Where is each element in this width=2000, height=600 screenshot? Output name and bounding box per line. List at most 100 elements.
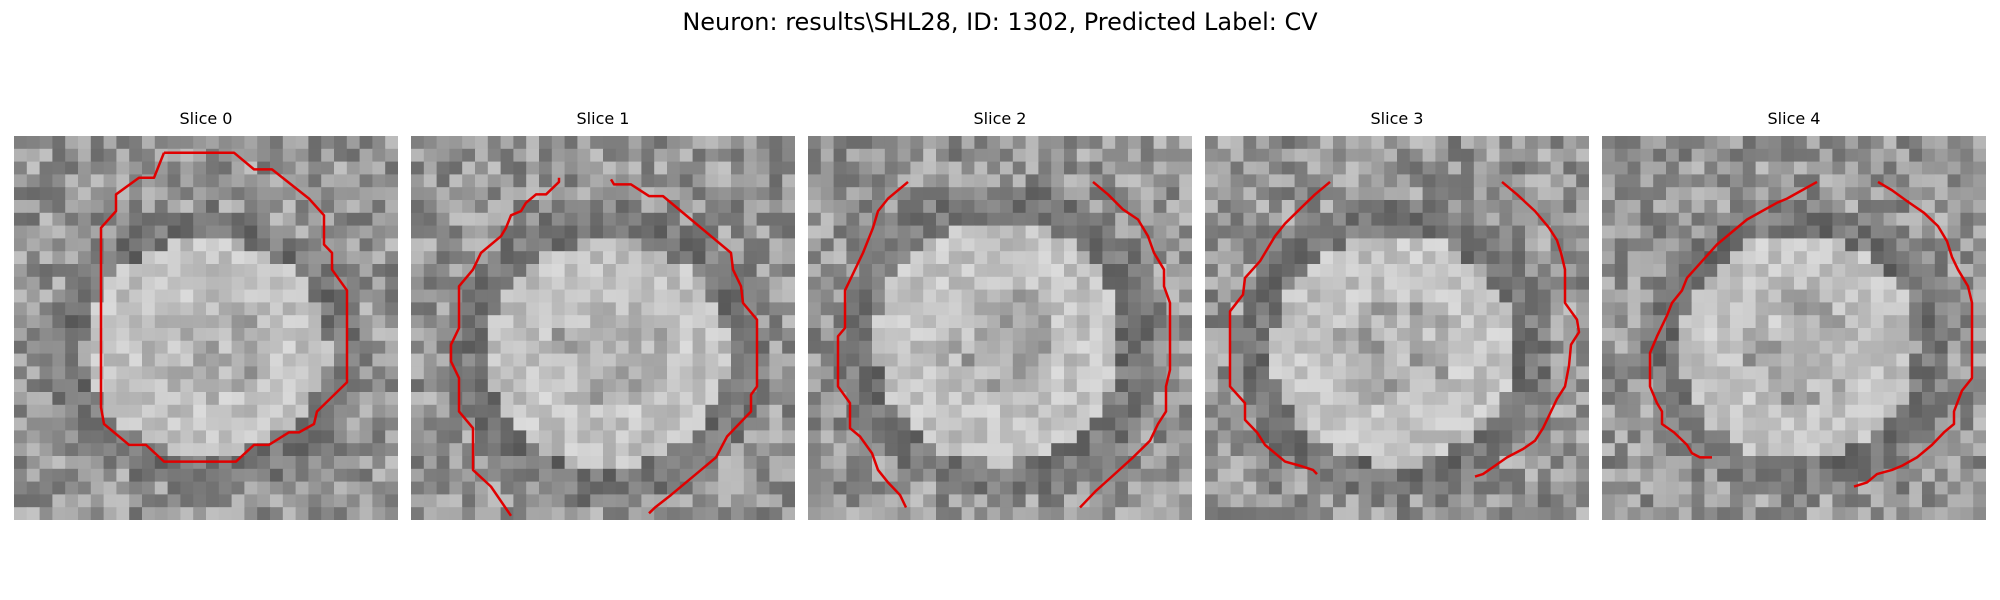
image-pixel <box>923 404 937 419</box>
image-pixel <box>1742 353 1757 367</box>
image-pixel <box>270 430 284 444</box>
image-pixel <box>129 289 143 303</box>
image-pixel <box>116 315 130 329</box>
image-pixel <box>1473 328 1488 342</box>
image-pixel <box>1909 161 1923 175</box>
image-pixel <box>1755 315 1769 329</box>
image-pixel <box>1909 392 1923 406</box>
image-pixel <box>590 302 604 316</box>
image-pixel <box>346 264 361 278</box>
image-pixel <box>321 392 335 406</box>
image-pixel <box>808 187 822 201</box>
image-pixel <box>26 494 41 508</box>
image-pixel <box>1179 481 1192 495</box>
image-pixel <box>1166 276 1180 291</box>
image-pixel <box>1358 353 1372 367</box>
image-pixel <box>1973 494 1986 508</box>
image-pixel <box>692 200 706 214</box>
image-pixel <box>897 328 911 342</box>
image-pixel <box>1602 481 1616 495</box>
image-pixel <box>718 328 732 342</box>
image-pixel <box>1076 494 1091 508</box>
image-pixel <box>103 289 117 303</box>
image-pixel <box>551 340 566 355</box>
image-pixel <box>1973 136 1986 150</box>
image-pixel <box>1128 276 1142 291</box>
image-pixel <box>1025 136 1039 150</box>
image-pixel <box>359 340 373 355</box>
image-pixel <box>346 353 361 367</box>
image-pixel <box>1525 507 1539 520</box>
image-pixel <box>1153 328 1167 342</box>
image-pixel <box>1550 136 1564 150</box>
image-pixel <box>974 366 988 380</box>
image-pixel <box>884 328 899 342</box>
image-pixel <box>129 366 143 380</box>
image-pixel <box>1435 264 1449 278</box>
image-pixel <box>231 276 245 291</box>
image-pixel <box>1294 494 1308 508</box>
image-pixel <box>52 456 66 470</box>
image-pixel <box>1051 212 1065 227</box>
image-pixel <box>859 443 873 457</box>
image-pixel <box>718 417 732 431</box>
image-pixel <box>948 161 963 175</box>
image-pixel <box>1883 430 1897 444</box>
image-pixel <box>282 481 297 495</box>
image-pixel <box>1781 302 1795 316</box>
image-pixel <box>731 481 745 495</box>
image-pixel <box>1717 200 1731 214</box>
image-pixel <box>154 289 169 303</box>
image-pixel <box>1000 494 1014 508</box>
image-pixel <box>167 302 181 316</box>
image-pixel <box>1537 187 1552 201</box>
image-pixel <box>654 468 668 483</box>
image-pixel <box>1819 366 1833 380</box>
image-pixel <box>1371 392 1385 406</box>
image-pixel <box>78 212 92 227</box>
image-pixel <box>910 456 924 470</box>
image-pixel <box>1128 417 1142 431</box>
image-pixel <box>1102 507 1116 520</box>
image-pixel <box>487 200 502 214</box>
image-pixel <box>1281 315 1296 329</box>
image-pixel <box>1128 494 1142 508</box>
image-pixel <box>167 430 181 444</box>
image-pixel <box>1934 174 1949 188</box>
image-pixel <box>1819 289 1833 303</box>
image-pixel <box>167 161 181 175</box>
image-pixel <box>26 264 41 278</box>
image-pixel <box>1704 443 1718 457</box>
image-pixel <box>1755 340 1769 355</box>
image-pixel <box>1269 136 1283 150</box>
image-pixel <box>1640 200 1654 214</box>
image-pixel <box>1550 161 1564 175</box>
image-pixel <box>346 302 361 316</box>
image-pixel <box>1768 161 1782 175</box>
image-pixel <box>564 328 578 342</box>
image-pixel <box>1627 468 1641 483</box>
image-pixel <box>884 136 899 150</box>
image-pixel <box>961 251 975 265</box>
image-pixel <box>987 161 1001 175</box>
image-pixel <box>1000 212 1014 227</box>
image-pixel <box>1550 174 1564 188</box>
image-pixel <box>1870 212 1885 227</box>
image-pixel <box>1717 212 1731 227</box>
image-pixel <box>1281 148 1296 163</box>
image-pixel <box>641 161 655 175</box>
image-pixel <box>1256 468 1270 483</box>
image-pixel <box>244 315 258 329</box>
image-pixel <box>1115 417 1129 431</box>
image-pixel <box>385 494 398 508</box>
image-pixel <box>1294 366 1308 380</box>
image-pixel <box>270 264 284 278</box>
image-pixel <box>1397 264 1411 278</box>
image-pixel <box>833 443 847 457</box>
image-pixel <box>1730 417 1744 431</box>
image-pixel <box>1499 443 1513 457</box>
image-pixel <box>462 200 476 214</box>
image-pixel <box>615 174 630 188</box>
image-pixel <box>1883 200 1897 214</box>
image-pixel <box>142 366 156 380</box>
